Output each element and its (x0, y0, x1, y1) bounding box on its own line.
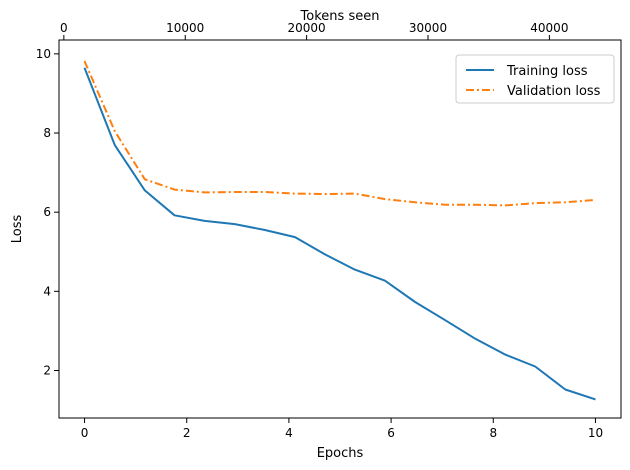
x-tick-label: 6 (387, 426, 395, 440)
y-tick-label: 4 (43, 284, 51, 298)
x-tick-label: 0 (81, 426, 89, 440)
x-axis-title: Epochs (317, 446, 364, 461)
top-x-tick-label: 20000 (288, 21, 326, 35)
plot-frame (58, 39, 622, 419)
top-x-tick-label: 0 (60, 21, 68, 35)
x-tick-label: 10 (588, 426, 603, 440)
y-tick-label: 10 (36, 47, 51, 61)
legend: Training loss Validation loss (455, 54, 615, 104)
legend-box (455, 54, 615, 104)
x-tick-label: 8 (489, 426, 497, 440)
top-x-axis-title: Tokens seen (300, 9, 380, 24)
y-axis-title: Loss (10, 215, 25, 244)
series-line-training-loss (83, 67, 596, 401)
top-x-tick-label: 10000 (166, 21, 204, 35)
legend-label-training-loss: Training loss (506, 64, 588, 79)
top-x-tick-label: 30000 (409, 21, 447, 35)
legend-label-validation-loss: Validation loss (507, 84, 601, 99)
top-x-tick-label: 40000 (530, 21, 568, 35)
series-line-validation-loss (83, 60, 596, 207)
y-tick-label: 2 (43, 364, 51, 378)
x-tick-label: 2 (183, 426, 191, 440)
y-tick-label: 8 (43, 126, 51, 140)
y-tick-label: 6 (43, 205, 51, 219)
x-tick-label: 4 (285, 426, 293, 440)
